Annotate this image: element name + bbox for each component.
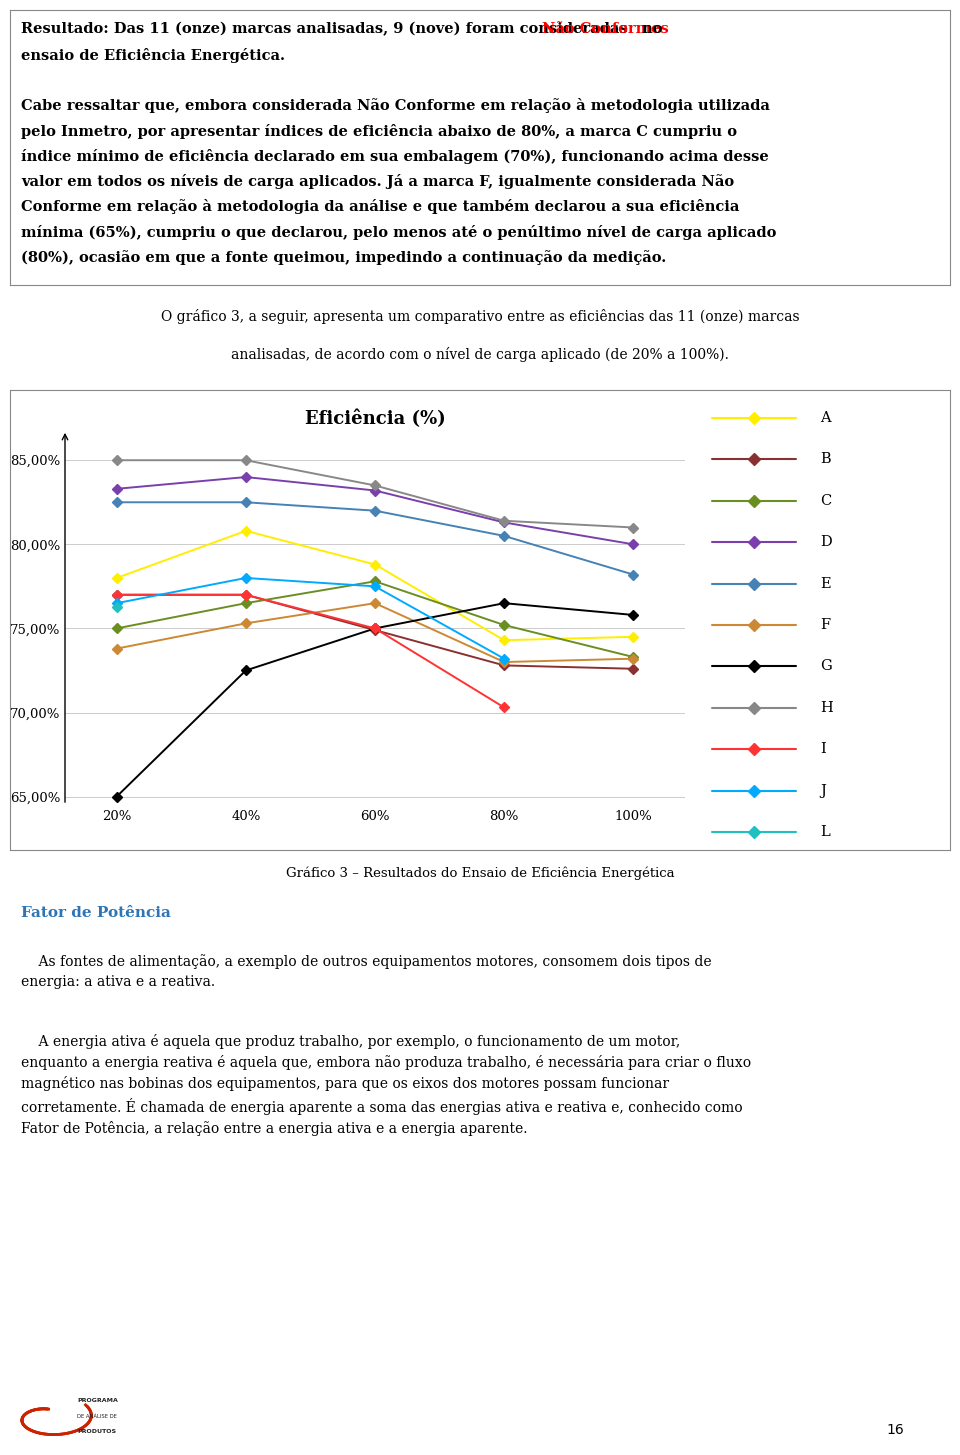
D	[498, 514, 510, 531]
F	[498, 653, 510, 671]
B	[240, 586, 252, 604]
D	[240, 469, 252, 486]
Text: mínima (65%), cumpriu o que declarou, pelo menos até o penúltimo nível de carga : mínima (65%), cumpriu o que declarou, pe…	[21, 224, 777, 240]
H	[111, 451, 123, 469]
E	[240, 493, 252, 511]
Text: Conforme em relação à metodologia da análise e que também declarou a sua eficiên: Conforme em relação à metodologia da aná…	[21, 199, 739, 214]
I	[111, 586, 123, 604]
Text: A: A	[820, 410, 830, 425]
A	[370, 556, 381, 573]
Text: ensaio de Eficiência Energética.: ensaio de Eficiência Energética.	[21, 48, 285, 63]
G	[240, 662, 252, 679]
Line: G: G	[113, 599, 637, 800]
C	[498, 617, 510, 634]
H	[498, 512, 510, 530]
D	[628, 535, 639, 553]
Text: PROGRAMA: PROGRAMA	[78, 1398, 118, 1403]
B	[370, 621, 381, 639]
A	[240, 522, 252, 540]
Text: analisadas, de acordo com o nível de carga aplicado (de 20% a 100%).: analisadas, de acordo com o nível de car…	[231, 348, 729, 362]
C	[111, 620, 123, 637]
Text: DE ANÁLISE DE: DE ANÁLISE DE	[78, 1414, 117, 1419]
Text: L: L	[820, 825, 829, 840]
Text: A energia ativa é aquela que produz trabalho, por exemplo, o funcionamento de um: A energia ativa é aquela que produz trab…	[21, 1035, 752, 1136]
Text: no: no	[636, 22, 662, 36]
D	[111, 480, 123, 498]
I	[498, 698, 510, 716]
Text: G: G	[820, 659, 831, 674]
G	[370, 620, 381, 637]
Text: As fontes de alimentação, a exemplo de outros equipamentos motores, consomem doi: As fontes de alimentação, a exemplo de o…	[21, 954, 712, 989]
B	[111, 586, 123, 604]
I	[370, 620, 381, 637]
E	[370, 502, 381, 519]
Text: C: C	[820, 493, 831, 508]
Text: H: H	[820, 701, 832, 714]
Text: índice mínimo de eficiência declarado em sua embalagem (70%), funcionando acima : índice mínimo de eficiência declarado em…	[21, 148, 769, 164]
Text: PRODUTOS: PRODUTOS	[78, 1429, 116, 1435]
G	[628, 607, 639, 624]
Text: J: J	[820, 784, 826, 797]
I	[240, 586, 252, 604]
H	[370, 477, 381, 495]
Text: Não Conformes: Não Conformes	[542, 22, 669, 36]
F	[240, 614, 252, 631]
Line: J: J	[113, 575, 508, 662]
Line: I: I	[113, 591, 508, 711]
Text: valor em todos os níveis de carga aplicados. Já a marca F, igualmente considerad: valor em todos os níveis de carga aplica…	[21, 175, 734, 189]
Text: B: B	[820, 453, 830, 467]
Text: pelo Inmetro, por apresentar índices de eficiência abaixo de 80%, a marca C cump: pelo Inmetro, por apresentar índices de …	[21, 124, 737, 138]
A	[111, 569, 123, 586]
Line: F: F	[113, 599, 637, 666]
F	[370, 595, 381, 613]
Text: Eficiência (%): Eficiência (%)	[304, 410, 445, 428]
J	[498, 650, 510, 668]
Line: C: C	[113, 578, 637, 661]
Text: O gráfico 3, a seguir, apresenta um comparativo entre as eficiências das 11 (onz: O gráfico 3, a seguir, apresenta um comp…	[160, 310, 800, 324]
Line: B: B	[113, 591, 637, 672]
Line: A: A	[113, 527, 637, 645]
E	[111, 493, 123, 511]
Line: H: H	[113, 457, 637, 531]
Text: Fator de Potência: Fator de Potência	[21, 906, 171, 921]
E	[498, 527, 510, 544]
F	[628, 650, 639, 668]
B	[498, 656, 510, 674]
Text: F: F	[820, 618, 830, 631]
H	[628, 519, 639, 537]
Text: I: I	[820, 742, 826, 757]
H	[240, 451, 252, 469]
Text: E: E	[820, 576, 830, 591]
G	[498, 595, 510, 613]
A	[628, 629, 639, 646]
Text: (80%), ocasião em que a fonte queimou, impedindo a continuação da medição.: (80%), ocasião em que a fonte queimou, i…	[21, 250, 666, 265]
Text: 16: 16	[886, 1423, 904, 1438]
J	[370, 578, 381, 595]
D	[370, 482, 381, 499]
Line: D: D	[113, 473, 637, 549]
J	[240, 569, 252, 586]
C	[628, 649, 639, 666]
Line: E: E	[113, 499, 637, 579]
Text: D: D	[820, 535, 831, 549]
C	[370, 573, 381, 591]
B	[628, 661, 639, 678]
A	[498, 631, 510, 649]
J	[111, 595, 123, 613]
Text: Resultado: Das 11 (onze) marcas analisadas, 9 (nove) foram consideradas: Resultado: Das 11 (onze) marcas analisad…	[21, 22, 633, 36]
C	[240, 595, 252, 613]
F	[111, 640, 123, 658]
Text: Cabe ressaltar que, embora considerada Não Conforme em relação à metodologia uti: Cabe ressaltar que, embora considerada N…	[21, 99, 770, 113]
Text: Gráfico 3 – Resultados do Ensaio de Eficiência Energética: Gráfico 3 – Resultados do Ensaio de Efic…	[286, 866, 674, 880]
G	[111, 787, 123, 805]
E	[628, 566, 639, 583]
